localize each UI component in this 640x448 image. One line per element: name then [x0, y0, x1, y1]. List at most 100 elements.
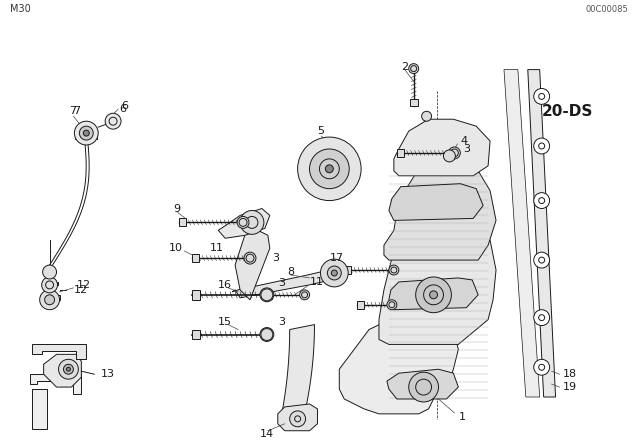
- Polygon shape: [29, 374, 81, 394]
- Circle shape: [43, 265, 56, 279]
- Polygon shape: [32, 389, 47, 429]
- Polygon shape: [193, 254, 200, 262]
- Polygon shape: [280, 325, 314, 424]
- Text: 5: 5: [317, 126, 324, 136]
- Polygon shape: [278, 404, 317, 431]
- Polygon shape: [44, 354, 81, 387]
- Circle shape: [534, 310, 550, 326]
- Text: 3: 3: [272, 253, 279, 263]
- Text: 19: 19: [563, 382, 577, 392]
- Circle shape: [63, 364, 74, 374]
- Text: 10: 10: [169, 243, 182, 253]
- Circle shape: [298, 137, 361, 201]
- Text: 9: 9: [173, 203, 180, 214]
- Text: 6: 6: [119, 104, 126, 114]
- Circle shape: [74, 121, 98, 145]
- Circle shape: [244, 252, 256, 264]
- Circle shape: [58, 359, 78, 379]
- Polygon shape: [389, 184, 483, 220]
- Circle shape: [429, 291, 438, 299]
- Text: 00C00085: 00C00085: [586, 5, 628, 14]
- Circle shape: [332, 270, 337, 276]
- Circle shape: [409, 64, 419, 73]
- Text: 4: 4: [460, 136, 467, 146]
- Circle shape: [40, 290, 60, 310]
- Polygon shape: [387, 369, 458, 399]
- Polygon shape: [344, 266, 351, 274]
- Circle shape: [261, 328, 273, 340]
- Circle shape: [534, 88, 550, 104]
- Polygon shape: [397, 149, 404, 157]
- Text: 2: 2: [401, 62, 408, 72]
- Circle shape: [328, 266, 341, 280]
- Polygon shape: [339, 314, 458, 414]
- Circle shape: [389, 265, 399, 275]
- Circle shape: [83, 130, 89, 136]
- Circle shape: [105, 113, 121, 129]
- Text: 20-DS: 20-DS: [542, 104, 593, 119]
- Circle shape: [260, 327, 274, 341]
- Circle shape: [449, 147, 460, 159]
- Polygon shape: [218, 208, 270, 238]
- Polygon shape: [76, 129, 97, 139]
- Circle shape: [444, 150, 456, 162]
- Text: 7: 7: [69, 106, 77, 116]
- Polygon shape: [193, 330, 200, 340]
- Circle shape: [237, 216, 249, 228]
- Circle shape: [260, 288, 274, 302]
- Polygon shape: [357, 301, 364, 309]
- Text: 8: 8: [288, 267, 295, 277]
- Polygon shape: [179, 219, 186, 226]
- Polygon shape: [379, 215, 496, 345]
- Polygon shape: [389, 278, 478, 310]
- Circle shape: [534, 359, 550, 375]
- Text: 3: 3: [278, 317, 285, 327]
- Text: M30: M30: [10, 4, 31, 14]
- Polygon shape: [410, 99, 418, 106]
- Text: 13: 13: [101, 369, 115, 379]
- Text: 6: 6: [121, 101, 128, 111]
- Circle shape: [534, 193, 550, 208]
- Circle shape: [534, 138, 550, 154]
- Polygon shape: [32, 345, 86, 359]
- Circle shape: [45, 295, 54, 305]
- Circle shape: [387, 300, 397, 310]
- Text: 11: 11: [310, 277, 324, 287]
- Text: 3: 3: [463, 144, 470, 154]
- Circle shape: [422, 111, 431, 121]
- Polygon shape: [232, 268, 339, 298]
- Text: 17: 17: [330, 253, 344, 263]
- Text: 16: 16: [218, 280, 232, 290]
- Text: 12: 12: [74, 285, 88, 295]
- Circle shape: [67, 367, 70, 371]
- Polygon shape: [384, 161, 496, 260]
- Polygon shape: [265, 291, 272, 299]
- Text: 3: 3: [278, 278, 285, 288]
- Circle shape: [534, 252, 550, 268]
- Circle shape: [240, 211, 264, 234]
- Circle shape: [300, 290, 310, 300]
- Circle shape: [79, 126, 93, 140]
- Text: 12: 12: [76, 280, 90, 290]
- Circle shape: [290, 411, 305, 427]
- Circle shape: [42, 277, 58, 293]
- Polygon shape: [394, 119, 490, 176]
- Polygon shape: [528, 69, 556, 397]
- Circle shape: [321, 259, 348, 287]
- Circle shape: [261, 289, 273, 301]
- Polygon shape: [504, 69, 540, 397]
- Circle shape: [325, 165, 333, 173]
- Text: 7: 7: [74, 106, 81, 116]
- Polygon shape: [40, 295, 60, 300]
- Text: 11: 11: [211, 243, 224, 253]
- Polygon shape: [193, 290, 200, 300]
- Text: 15: 15: [218, 317, 232, 327]
- Text: 14: 14: [260, 429, 274, 439]
- Text: 1: 1: [458, 412, 465, 422]
- Polygon shape: [42, 282, 58, 285]
- Circle shape: [415, 277, 451, 313]
- Polygon shape: [235, 225, 270, 300]
- Circle shape: [310, 149, 349, 189]
- Text: 18: 18: [563, 369, 577, 379]
- Circle shape: [409, 372, 438, 402]
